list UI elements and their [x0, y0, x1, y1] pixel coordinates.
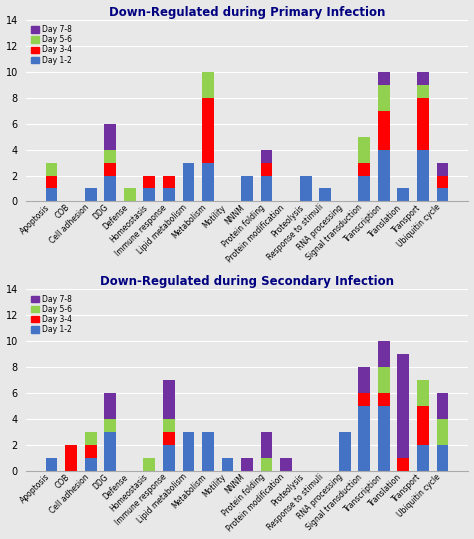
- Bar: [417, 406, 429, 445]
- Bar: [437, 419, 448, 445]
- Bar: [417, 72, 429, 85]
- Bar: [104, 123, 116, 149]
- Bar: [358, 163, 370, 176]
- Bar: [437, 393, 448, 419]
- Bar: [358, 406, 370, 471]
- Bar: [104, 149, 116, 163]
- Bar: [163, 189, 175, 202]
- Bar: [241, 176, 253, 202]
- Bar: [124, 189, 136, 202]
- Bar: [378, 406, 390, 471]
- Bar: [378, 367, 390, 393]
- Bar: [358, 393, 370, 406]
- Bar: [144, 189, 155, 202]
- Bar: [378, 393, 390, 406]
- Bar: [358, 136, 370, 163]
- Bar: [358, 367, 370, 393]
- Bar: [417, 380, 429, 406]
- Bar: [417, 445, 429, 471]
- Bar: [437, 189, 448, 202]
- Bar: [46, 458, 57, 471]
- Legend: Day 7-8, Day 5-6, Day 3-4, Day 1-2: Day 7-8, Day 5-6, Day 3-4, Day 1-2: [29, 24, 73, 66]
- Bar: [144, 458, 155, 471]
- Bar: [417, 98, 429, 149]
- Bar: [163, 445, 175, 471]
- Bar: [280, 458, 292, 471]
- Bar: [261, 458, 273, 471]
- Bar: [85, 458, 97, 471]
- Bar: [437, 163, 448, 176]
- Bar: [65, 445, 77, 471]
- Bar: [378, 85, 390, 110]
- Bar: [202, 98, 214, 163]
- Bar: [378, 72, 390, 85]
- Bar: [437, 176, 448, 189]
- Bar: [163, 432, 175, 445]
- Bar: [222, 458, 233, 471]
- Bar: [202, 72, 214, 98]
- Bar: [241, 458, 253, 471]
- Bar: [339, 432, 351, 471]
- Bar: [144, 176, 155, 189]
- Bar: [261, 432, 273, 458]
- Bar: [261, 163, 273, 176]
- Bar: [378, 110, 390, 149]
- Bar: [437, 445, 448, 471]
- Bar: [300, 176, 311, 202]
- Bar: [398, 458, 409, 471]
- Bar: [104, 419, 116, 432]
- Legend: Day 7-8, Day 5-6, Day 3-4, Day 1-2: Day 7-8, Day 5-6, Day 3-4, Day 1-2: [29, 293, 73, 336]
- Bar: [104, 393, 116, 419]
- Bar: [358, 176, 370, 202]
- Bar: [85, 432, 97, 445]
- Bar: [417, 85, 429, 98]
- Bar: [319, 189, 331, 202]
- Bar: [378, 341, 390, 367]
- Bar: [46, 189, 57, 202]
- Bar: [163, 419, 175, 432]
- Bar: [378, 149, 390, 202]
- Title: Down-Regulated during Primary Infection: Down-Regulated during Primary Infection: [109, 5, 385, 18]
- Bar: [163, 380, 175, 419]
- Bar: [163, 176, 175, 189]
- Bar: [46, 163, 57, 176]
- Bar: [104, 163, 116, 176]
- Bar: [202, 432, 214, 471]
- Title: Down-Regulated during Secondary Infection: Down-Regulated during Secondary Infectio…: [100, 275, 394, 288]
- Bar: [398, 189, 409, 202]
- Bar: [398, 354, 409, 458]
- Bar: [104, 432, 116, 471]
- Bar: [46, 176, 57, 189]
- Bar: [85, 189, 97, 202]
- Bar: [417, 149, 429, 202]
- Bar: [182, 163, 194, 202]
- Bar: [261, 149, 273, 163]
- Bar: [182, 432, 194, 471]
- Bar: [85, 445, 97, 458]
- Bar: [104, 176, 116, 202]
- Bar: [261, 176, 273, 202]
- Bar: [202, 163, 214, 202]
